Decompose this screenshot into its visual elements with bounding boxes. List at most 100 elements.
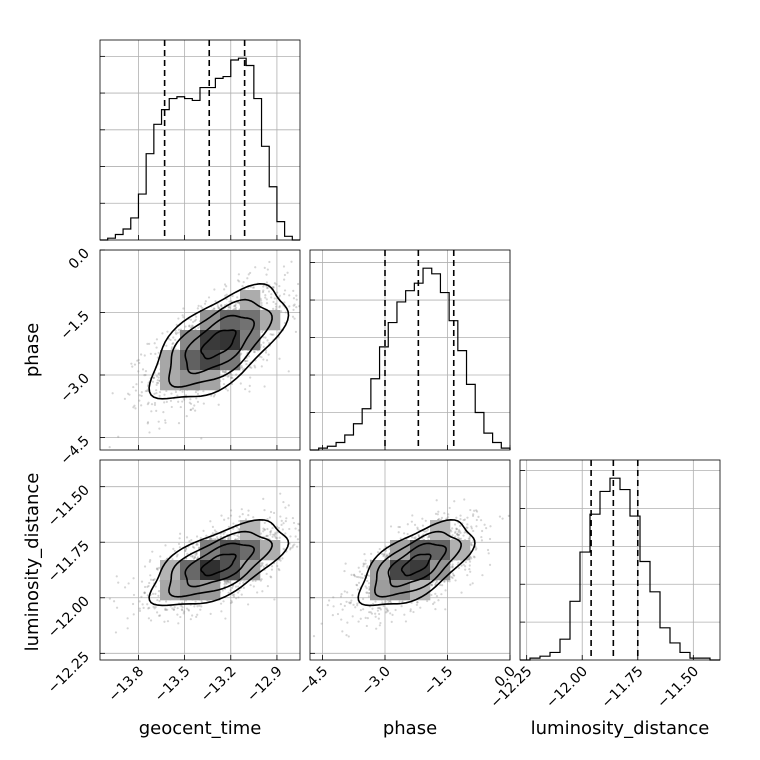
scatter-point <box>172 608 175 611</box>
scatter-point <box>404 620 408 623</box>
scatter-point <box>224 294 227 297</box>
scatter-point <box>498 515 502 518</box>
scatter-point <box>182 316 185 319</box>
scatter-point <box>172 547 175 550</box>
scatter-point <box>378 624 381 627</box>
scatter-point <box>460 564 463 567</box>
density-cell <box>180 580 201 601</box>
scatter-point <box>466 523 469 526</box>
scatter-point <box>406 523 409 526</box>
scatter-point <box>398 600 401 603</box>
scatter-point <box>193 319 196 323</box>
scatter-point <box>262 527 265 530</box>
scatter-point <box>234 304 237 307</box>
scatter-point <box>297 522 300 525</box>
scatter-point <box>165 400 168 403</box>
scatter-point <box>356 588 360 591</box>
scatter-point <box>191 555 194 558</box>
scatter-point <box>247 509 250 512</box>
scatter-point <box>169 338 172 342</box>
scatter-point <box>400 605 403 608</box>
scatter-point <box>293 543 296 546</box>
scatter-point <box>296 282 300 286</box>
scatter-point <box>158 394 161 398</box>
scatter-point <box>246 277 249 280</box>
scatter-point <box>435 499 438 502</box>
scatter-point <box>227 517 230 520</box>
scatter-point <box>262 341 265 344</box>
scatter-point <box>163 393 166 396</box>
scatter-point <box>378 612 381 616</box>
scatter-point <box>274 305 278 308</box>
scatter-point <box>175 332 178 336</box>
scatter-point <box>272 533 275 536</box>
scatter-point <box>273 535 277 538</box>
scatter-point <box>241 285 244 288</box>
hist-frame-phase <box>309 249 511 451</box>
scatter-point <box>212 307 216 310</box>
scatter-point <box>155 409 158 412</box>
scatter-point <box>462 534 465 537</box>
scatter-point <box>277 526 280 530</box>
scatter-point <box>238 280 241 283</box>
scatter-point <box>150 410 153 413</box>
scatter-point <box>223 283 227 286</box>
scatter-point <box>363 553 366 556</box>
scatter-point <box>156 567 159 570</box>
scatter-point <box>235 373 238 376</box>
scatter-point <box>172 336 175 339</box>
scatter-point <box>281 528 284 531</box>
scatter-point <box>146 585 149 589</box>
scatter-point <box>126 392 130 395</box>
scatter-point <box>448 506 451 510</box>
scatter-point <box>131 602 135 606</box>
scatter-point <box>270 333 274 336</box>
hist-step-geocent_time <box>100 57 300 241</box>
scatter-point <box>133 404 136 407</box>
scatter-point <box>320 622 323 625</box>
scatter-point <box>192 545 195 549</box>
scatter-point <box>265 563 269 566</box>
scatter-point <box>242 586 245 589</box>
scatter-point <box>265 535 268 538</box>
scatter-point <box>216 305 220 308</box>
scatter-point <box>357 566 360 569</box>
scatter-point <box>378 606 381 610</box>
scatter-point <box>356 602 359 605</box>
scatter-point <box>249 376 252 379</box>
scatter-point <box>332 605 335 608</box>
scatter-point <box>371 602 375 605</box>
scatter-point <box>280 523 283 526</box>
scatter-point <box>189 618 192 621</box>
contour-level-1 <box>200 329 237 360</box>
scatter-point <box>382 604 385 608</box>
scatter-point <box>417 533 420 537</box>
scatter-point <box>223 582 226 586</box>
scatter-point <box>185 607 189 610</box>
scatter-point <box>154 606 157 609</box>
scatter-point <box>468 537 471 540</box>
scatter-point <box>416 601 419 604</box>
density-cell <box>180 370 201 391</box>
scatter-point <box>134 389 137 392</box>
scatter-point <box>209 520 212 523</box>
scatter-point <box>381 601 384 604</box>
scatter-point <box>259 343 263 347</box>
scatter-point <box>340 618 343 621</box>
scatter-point <box>158 372 161 375</box>
scatter-point <box>213 393 216 396</box>
scatter-point <box>270 565 274 568</box>
scatter-point <box>197 304 200 307</box>
scatter-point <box>460 591 463 594</box>
scatter-point <box>434 592 437 595</box>
scatter-point <box>468 564 471 567</box>
scatter-point <box>215 535 219 539</box>
scatter-point <box>188 540 191 543</box>
scatter-point <box>351 615 354 618</box>
scatter-point <box>117 435 120 438</box>
scatter-point <box>220 514 223 517</box>
scatter-point <box>176 331 179 334</box>
scatter-point <box>401 599 404 603</box>
scatter-point <box>295 294 298 297</box>
